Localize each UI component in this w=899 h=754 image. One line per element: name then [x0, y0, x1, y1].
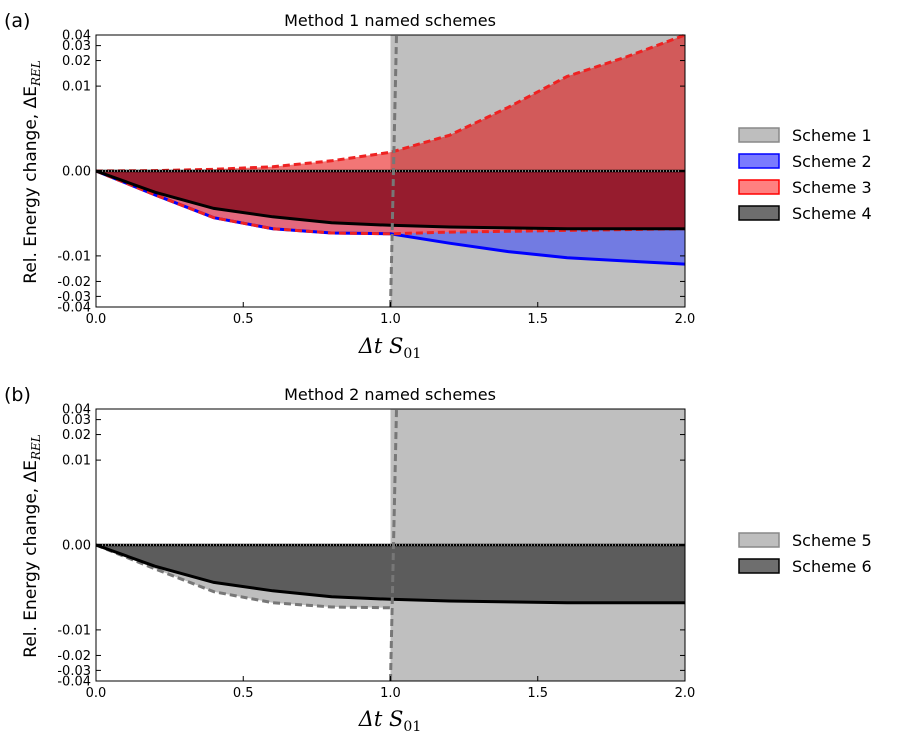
y-tick-label: 0.04 — [62, 403, 91, 418]
x-tick-label: 2.0 — [675, 686, 696, 701]
panel-a-y-axis-label: Rel. Energy change, ΔEREL — [21, 60, 43, 283]
stability-boundary-line — [389, 34, 398, 308]
y-tick-label: 0.03 — [62, 413, 91, 428]
legend-swatch — [738, 558, 780, 574]
y-tick-label: 0.00 — [62, 539, 91, 554]
y-tick-label: 0.00 — [62, 165, 91, 180]
y-tick-label: -0.02 — [57, 275, 91, 290]
series-area-2 — [96, 545, 685, 603]
y-tick-label: -0.04 — [57, 301, 91, 316]
panel-b: (b) Method 2 named schemes 0.040.030.020… — [4, 384, 872, 735]
x-tick-label: 0.5 — [233, 686, 254, 701]
y-tick-label: 0.01 — [62, 80, 91, 95]
overlap-area — [96, 171, 685, 229]
panel-a-legend: Scheme 1 Scheme 2 Scheme 3 Scheme 4 — [738, 126, 872, 223]
y-tick-label: -0.03 — [57, 290, 91, 305]
legend-swatch — [738, 532, 780, 548]
y-tick-label: 0.02 — [62, 54, 91, 69]
panel-a: (a) Method 1 named schemes 0.040.030.020… — [4, 10, 872, 362]
stability-boundary-line — [389, 408, 398, 682]
x-tick-label: 0.0 — [86, 686, 107, 701]
legend-label: Scheme 2 — [792, 152, 872, 171]
series-line-3-upper — [95, 33, 686, 173]
y-tick-label: 0.04 — [62, 29, 91, 44]
legend-label: Scheme 5 — [792, 531, 872, 550]
y-tick-label: -0.03 — [57, 664, 91, 679]
panel-b-legend: Scheme 5 Scheme 6 — [738, 531, 872, 576]
panel-b-x-axis-label: Δt S01 — [358, 707, 422, 735]
panel-b-plot-area: 0.040.030.02 0.01 0.00 -0.01 -0.02-0.03-0.04… — [57, 403, 695, 702]
series-line-5 — [95, 543, 391, 610]
panel-b-letter: (b) — [4, 384, 31, 406]
unstable-upper-area — [390, 35, 685, 171]
x-tick-label: 1.0 — [380, 686, 401, 701]
legend-label: Scheme 6 — [792, 557, 872, 576]
legend-swatch — [738, 127, 780, 143]
y-tick-label: -0.01 — [57, 623, 91, 638]
panel-b-title: Method 2 named schemes — [284, 385, 496, 404]
panel-a-plot-area: 0.040.030.02 0.01 0.00 -0.01 -0.02-0.03-0.04… — [57, 29, 695, 328]
y-tick-label: 0.02 — [62, 428, 91, 443]
panel-a-title: Method 1 named schemes — [284, 11, 496, 30]
x-tick-label: 1.5 — [527, 686, 548, 701]
series-line-4 — [95, 169, 685, 231]
y-tick-label: -0.04 — [57, 675, 91, 690]
x-tick-label: 0.0 — [86, 312, 107, 327]
panel-a-x-axis-label: Δt S01 — [358, 334, 422, 362]
y-tick-label: -0.01 — [57, 249, 91, 264]
legend-label: Scheme 1 — [792, 126, 872, 145]
legend-swatch — [738, 153, 780, 169]
panel-a-letter: (a) — [4, 10, 30, 32]
legend-label: Scheme 3 — [792, 178, 872, 197]
series-line-6 — [95, 543, 685, 605]
y-tick-label: 0.03 — [62, 39, 91, 54]
panel-b-y-axis-label: Rel. Energy change, ΔEREL — [21, 434, 43, 657]
x-tick-label: 0.5 — [233, 312, 254, 327]
x-tick-label: 1.0 — [380, 312, 401, 327]
y-tick-label: 0.01 — [62, 454, 91, 469]
legend-swatch — [738, 205, 780, 221]
x-tick-label: 1.5 — [527, 312, 548, 327]
x-tick-label: 2.0 — [675, 312, 696, 327]
legend-swatch — [738, 179, 780, 195]
legend-label: Scheme 4 — [792, 204, 872, 223]
y-tick-label: -0.02 — [57, 649, 91, 664]
